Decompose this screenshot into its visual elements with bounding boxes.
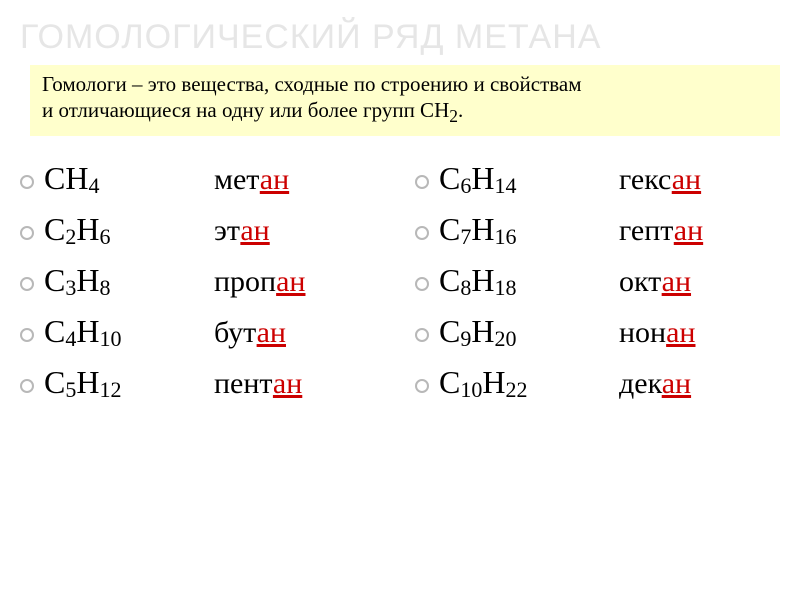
definition-line1: Гомологи – это вещества, сходные по стро… <box>42 72 582 96</box>
formula: CH4 <box>44 160 214 197</box>
compound-name: гептан <box>619 214 703 248</box>
list-item: С10Н22декан <box>415 364 800 401</box>
suffix: ан <box>273 367 302 400</box>
formula: С7Н16 <box>439 211 619 248</box>
bullet-icon <box>20 328 34 342</box>
bullet-icon <box>415 277 429 291</box>
left-column: CH4метанС2Н6этанС3Н8пропанС4Н10бутанС5Н1… <box>20 160 405 415</box>
list-item: С3Н8пропан <box>20 262 405 299</box>
compound-name: гексан <box>619 163 701 197</box>
list-item: С4Н10бутан <box>20 313 405 350</box>
definition-box: Гомологи – это вещества, сходные по стро… <box>30 65 780 136</box>
suffix: ан <box>257 316 286 349</box>
formula: С4Н10 <box>44 313 214 350</box>
suffix: ан <box>260 163 289 196</box>
list-item: С7Н16гептан <box>415 211 800 248</box>
bullet-icon <box>20 175 34 189</box>
compound-name: этан <box>214 214 270 248</box>
suffix: ан <box>240 214 269 247</box>
bullet-icon <box>20 277 34 291</box>
compound-name: метан <box>214 163 289 197</box>
formula: С5Н12 <box>44 364 214 401</box>
formula: С10Н22 <box>439 364 619 401</box>
suffix: ан <box>276 265 305 298</box>
suffix: ан <box>662 367 691 400</box>
definition-sub: 2 <box>449 106 458 126</box>
list-item: С9Н20нонан <box>415 313 800 350</box>
list-item: С8Н18октан <box>415 262 800 299</box>
bullet-icon <box>415 175 429 189</box>
list-item: С5Н12пентан <box>20 364 405 401</box>
bullet-icon <box>415 226 429 240</box>
compound-name: октан <box>619 265 691 299</box>
compound-name: пентан <box>214 367 302 401</box>
bullet-icon <box>415 328 429 342</box>
formula: С3Н8 <box>44 262 214 299</box>
compound-name: нонан <box>619 316 695 350</box>
compound-name: бутан <box>214 316 286 350</box>
homolog-columns: CH4метанС2Н6этанС3Н8пропанС4Н10бутанС5Н1… <box>0 150 800 415</box>
suffix: ан <box>666 316 695 349</box>
formula: С9Н20 <box>439 313 619 350</box>
list-item: CH4метан <box>20 160 405 197</box>
compound-name: пропан <box>214 265 305 299</box>
bullet-icon <box>415 379 429 393</box>
compound-name: декан <box>619 367 691 401</box>
right-column: С6Н14гексанС7Н16гептанС8Н18октанС9Н20нон… <box>415 160 800 415</box>
list-item: С2Н6этан <box>20 211 405 248</box>
suffix: ан <box>674 214 703 247</box>
suffix: ан <box>662 265 691 298</box>
definition-line2b: . <box>458 98 463 122</box>
formula: С8Н18 <box>439 262 619 299</box>
formula: С2Н6 <box>44 211 214 248</box>
definition-line2a: и отличающиеся на одну или более групп С… <box>42 98 449 122</box>
suffix: ан <box>672 163 701 196</box>
bullet-icon <box>20 226 34 240</box>
list-item: С6Н14гексан <box>415 160 800 197</box>
bullet-icon <box>20 379 34 393</box>
formula: С6Н14 <box>439 160 619 197</box>
slide-title: ГОМОЛОГИЧЕСКИЙ РЯД МЕТАНА <box>0 0 800 65</box>
